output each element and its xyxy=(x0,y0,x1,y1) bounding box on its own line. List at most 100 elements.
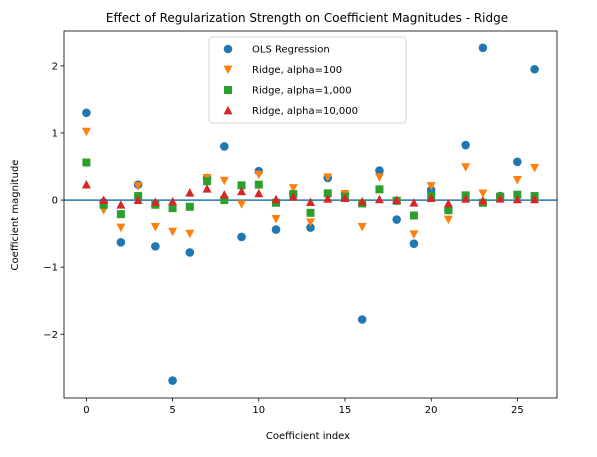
y-tick-label: −2 xyxy=(43,330,58,341)
data-point xyxy=(237,200,247,209)
data-point xyxy=(306,223,315,232)
x-tick-label: 25 xyxy=(511,405,524,416)
data-point xyxy=(202,184,212,193)
data-point xyxy=(185,229,195,239)
data-point xyxy=(133,182,143,191)
data-point xyxy=(512,176,522,185)
data-point xyxy=(340,193,350,202)
data-point xyxy=(461,140,470,150)
legend-box xyxy=(208,36,407,124)
data-point xyxy=(374,173,384,182)
data-point xyxy=(426,182,436,191)
data-point xyxy=(116,210,125,219)
data-point xyxy=(513,157,522,167)
data-point xyxy=(409,211,418,220)
data-point xyxy=(185,188,195,197)
data-point xyxy=(375,166,384,175)
data-point xyxy=(444,206,453,215)
data-point xyxy=(220,142,229,151)
data-point xyxy=(357,223,367,232)
series-4 xyxy=(81,180,540,209)
data-point xyxy=(512,194,522,204)
data-point xyxy=(150,197,160,206)
data-point xyxy=(185,202,194,211)
data-point xyxy=(81,180,91,189)
legend-marker xyxy=(223,65,233,75)
data-point xyxy=(254,188,264,198)
data-point xyxy=(478,189,488,198)
data-point xyxy=(237,186,247,196)
data-point xyxy=(357,315,367,324)
data-point xyxy=(219,190,229,199)
y-tick-label: 1 xyxy=(52,128,58,139)
data-point xyxy=(323,194,333,203)
data-point xyxy=(426,193,436,202)
data-point xyxy=(306,208,315,217)
data-point xyxy=(478,43,488,53)
data-point xyxy=(82,108,91,118)
legend-label: Ridge, alpha=100 xyxy=(252,65,342,76)
legend-label: Ridge, alpha=10,000 xyxy=(252,106,358,117)
data-point xyxy=(409,239,419,248)
legend: OLS Regression Ridge, alpha=100 Ridge, alp… xyxy=(208,36,407,124)
data-point xyxy=(82,158,91,167)
x-tick-label: 0 xyxy=(83,405,89,416)
series-2 xyxy=(81,127,540,239)
data-point xyxy=(237,181,246,190)
data-point xyxy=(168,227,178,237)
data-point xyxy=(306,218,315,227)
data-point xyxy=(513,190,522,199)
legend-marker xyxy=(223,105,233,115)
data-point xyxy=(375,185,384,194)
data-point xyxy=(116,238,126,247)
data-point xyxy=(99,200,108,209)
data-point xyxy=(461,163,471,172)
data-point xyxy=(392,215,401,224)
data-point xyxy=(288,192,298,201)
x-axis-label: Coefficient index xyxy=(266,431,350,442)
y-tick-label: 2 xyxy=(52,61,58,72)
x-tick-label: 5 xyxy=(169,405,175,416)
data-point xyxy=(81,127,91,137)
data-point xyxy=(461,194,471,203)
y-tick-label: 0 xyxy=(52,196,58,207)
x-tick-label: 10 xyxy=(252,405,265,416)
data-point xyxy=(150,223,160,232)
data-point xyxy=(151,242,160,251)
data-point xyxy=(168,196,178,206)
data-point xyxy=(271,225,281,234)
data-point xyxy=(203,177,212,186)
data-point xyxy=(409,230,419,239)
data-point xyxy=(99,195,109,204)
legend-label: OLS Regression xyxy=(252,45,330,56)
data-point xyxy=(133,195,143,204)
data-point xyxy=(357,196,367,206)
data-point xyxy=(409,198,419,207)
data-point xyxy=(288,184,298,193)
chart-title: Effect of Regularization Strength on Coe… xyxy=(106,11,508,25)
data-point xyxy=(306,197,315,206)
x-tick-label: 15 xyxy=(339,405,352,416)
y-tick-label: −1 xyxy=(43,263,58,274)
data-point xyxy=(392,195,402,204)
data-point xyxy=(219,176,229,186)
legend-marker xyxy=(223,44,233,54)
data-point xyxy=(220,196,229,205)
data-point xyxy=(168,204,177,213)
data-point xyxy=(116,223,126,233)
data-point xyxy=(495,194,505,203)
data-point xyxy=(271,194,281,204)
data-point xyxy=(478,196,488,205)
data-point xyxy=(271,214,281,224)
axes-frame xyxy=(63,30,558,399)
data-point xyxy=(168,376,177,385)
data-point xyxy=(530,163,540,173)
data-point xyxy=(254,170,264,180)
data-point xyxy=(443,198,453,208)
series-3 xyxy=(82,158,539,220)
legend-marker xyxy=(224,86,232,94)
data-point xyxy=(530,194,540,204)
legend-label: Ridge, alpha=1,000 xyxy=(252,86,352,97)
